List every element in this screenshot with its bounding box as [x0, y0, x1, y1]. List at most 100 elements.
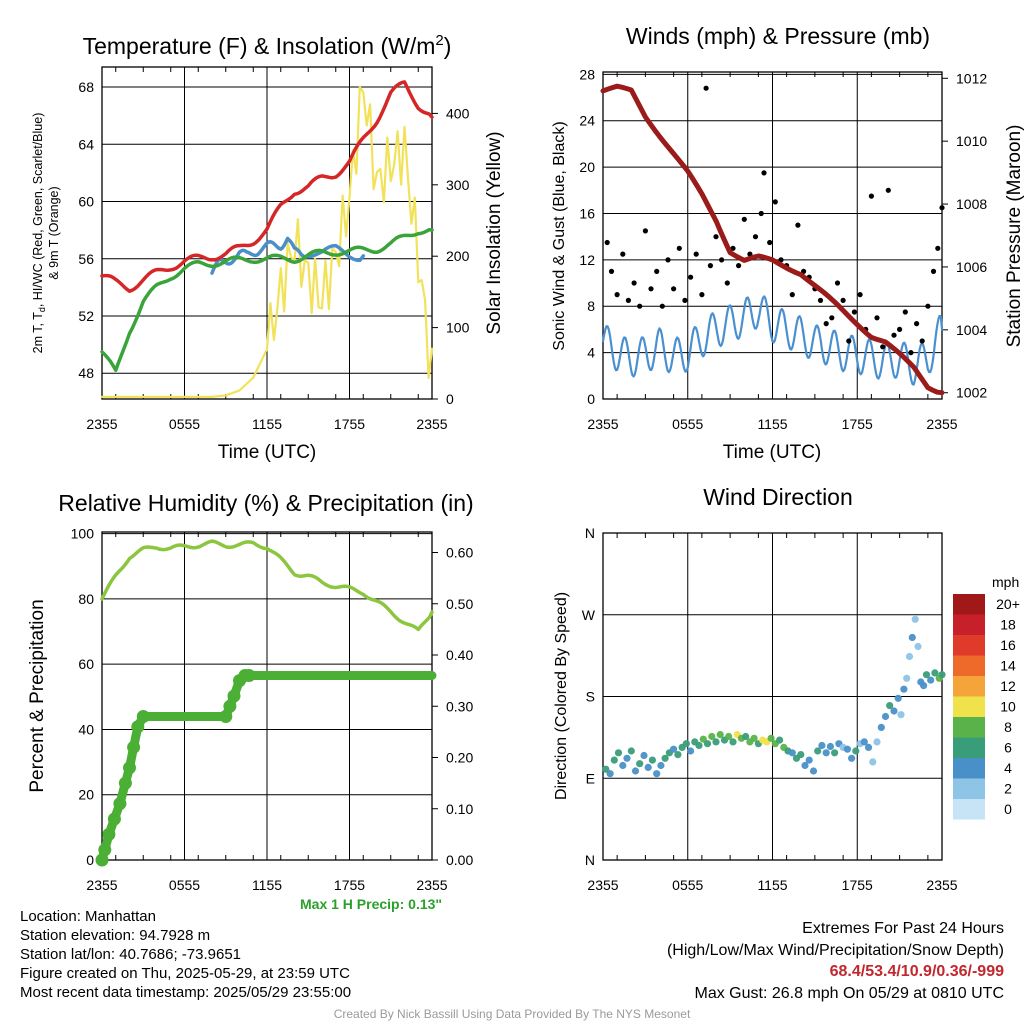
- gust-point: [767, 239, 773, 246]
- wind-direction-point: [788, 749, 796, 757]
- x-tick-label: 0555: [672, 877, 703, 893]
- wind-direction-point: [852, 747, 860, 755]
- colorbar-label: 12: [1000, 678, 1016, 694]
- y-tick-label: 40: [78, 721, 94, 737]
- y2-tick-label: 400: [446, 105, 470, 121]
- wind-direction-point: [848, 754, 856, 762]
- wind-direction-point: [814, 747, 822, 755]
- gust-point: [772, 199, 778, 205]
- x-tick-label: 2355: [416, 877, 447, 893]
- wind-direction-point: [873, 738, 881, 746]
- dewpoint-line: [100, 227, 434, 372]
- precipitation-point: [118, 776, 132, 790]
- gust-point: [699, 292, 705, 298]
- wind-direction-point: [894, 694, 902, 702]
- chart-title: Winds (mph) & Pressure (mb): [626, 23, 930, 49]
- relative-humidity-line: [100, 539, 434, 632]
- chart-title: Temperature (F) & Insolation (W/m2): [83, 32, 452, 59]
- colorbar-label: 10: [1000, 699, 1016, 715]
- colorbar-swatch: [953, 614, 985, 635]
- gust-point: [724, 280, 730, 286]
- x-axis-label: Time (UTC): [218, 442, 317, 463]
- gust-point: [761, 170, 767, 176]
- x-tick-label: 1155: [252, 416, 282, 432]
- x-tick-label: 1755: [842, 416, 873, 432]
- gust-point: [625, 297, 632, 303]
- chart-title: Relative Humidity (%) & Precipitation (i…: [58, 490, 473, 516]
- x-tick-label: 1155: [757, 416, 787, 432]
- y-tick-label: 8: [587, 298, 595, 314]
- wind-direction-point: [797, 751, 805, 759]
- wind-direction-point: [776, 736, 784, 744]
- wind-direction-point: [627, 747, 635, 755]
- y2-tick-label: 1006: [956, 259, 987, 275]
- y-tick-label: 12: [579, 252, 595, 268]
- wind-direction-point: [636, 760, 644, 768]
- y-tick-label: 16: [579, 205, 595, 221]
- wind-direction-point: [864, 743, 873, 752]
- wind-direction-point: [606, 770, 614, 778]
- y-tick-label: 28: [579, 66, 595, 82]
- wind-direction-point: [890, 707, 898, 715]
- x-axis-label: Time (UTC): [723, 442, 822, 463]
- gust-point: [823, 321, 829, 327]
- x-tick-label: 1155: [252, 877, 282, 893]
- wind-direction-point: [860, 738, 868, 746]
- wind-direction-point: [610, 756, 618, 764]
- wind-direction-point: [708, 732, 716, 741]
- wind-direction-point: [818, 741, 826, 750]
- wind-direction-point: [805, 756, 813, 764]
- colorbar-swatch: [953, 676, 985, 697]
- wind-direction-point: [826, 742, 835, 751]
- wind-direction-point: [644, 763, 652, 772]
- gust-point: [671, 286, 677, 292]
- x-tick-label: 1155: [757, 877, 787, 893]
- wind-direction-point: [922, 671, 931, 679]
- gust-point: [891, 332, 897, 338]
- gust-point: [908, 350, 914, 356]
- gust-point: [789, 292, 795, 298]
- plot-frame: [101, 531, 433, 861]
- precipitation-point: [95, 853, 109, 867]
- colorbar-swatch: [953, 594, 985, 615]
- gust-point: [752, 234, 759, 240]
- wind-direction-point: [682, 740, 690, 748]
- gust-point: [851, 309, 858, 315]
- wind-direction-point: [750, 734, 758, 742]
- colorbar-label: 2: [1004, 781, 1012, 797]
- y2-axis-label: Station Pressure (Maroon): [1004, 125, 1024, 348]
- x-tick-label: 2355: [926, 877, 957, 893]
- extremes-block: Extremes For Past 24 Hours (High/Low/Max…: [667, 918, 1004, 1004]
- gust-point: [659, 303, 665, 309]
- y2-tick-label: 0.60: [446, 545, 473, 561]
- wind-direction-point: [742, 732, 750, 741]
- gust-point: [935, 245, 941, 251]
- wind-direction-point: [911, 615, 919, 623]
- gust-point: [693, 251, 699, 257]
- y2-tick-label: 0.00: [446, 852, 473, 868]
- y2-tick-label: 300: [446, 177, 470, 193]
- y2-tick-label: 1004: [956, 322, 987, 338]
- temperature-2m-line: [100, 80, 434, 293]
- wind-direction-point: [695, 741, 703, 750]
- gust-point: [914, 321, 920, 327]
- y-tick-label: 52: [78, 308, 94, 324]
- gust-point: [919, 338, 925, 344]
- x-tick-label: 2355: [86, 416, 117, 432]
- wind-direction-point: [822, 749, 830, 757]
- y-axis-label: Sonic Wind & Gust (Blue, Black): [551, 121, 568, 350]
- y-tick-label: S: [586, 689, 595, 705]
- y2-tick-label: 200: [446, 248, 470, 264]
- extremes-values: 68.4/53.4/10.9/0.36/-999: [829, 963, 1004, 980]
- gust-point: [897, 326, 903, 332]
- x-tick-label: 0555: [169, 416, 200, 432]
- gust-point: [676, 245, 682, 251]
- gust-point: [665, 257, 671, 263]
- x-tick-label: 2355: [587, 416, 618, 432]
- y-axis-label: Direction (Colored By Speed): [553, 592, 570, 800]
- gust-point: [795, 222, 801, 228]
- colorbar-label: 6: [1004, 740, 1012, 756]
- wind-direction-point: [905, 652, 914, 661]
- y-tick-label: 68: [78, 79, 94, 95]
- y-tick-label: 100: [71, 526, 95, 542]
